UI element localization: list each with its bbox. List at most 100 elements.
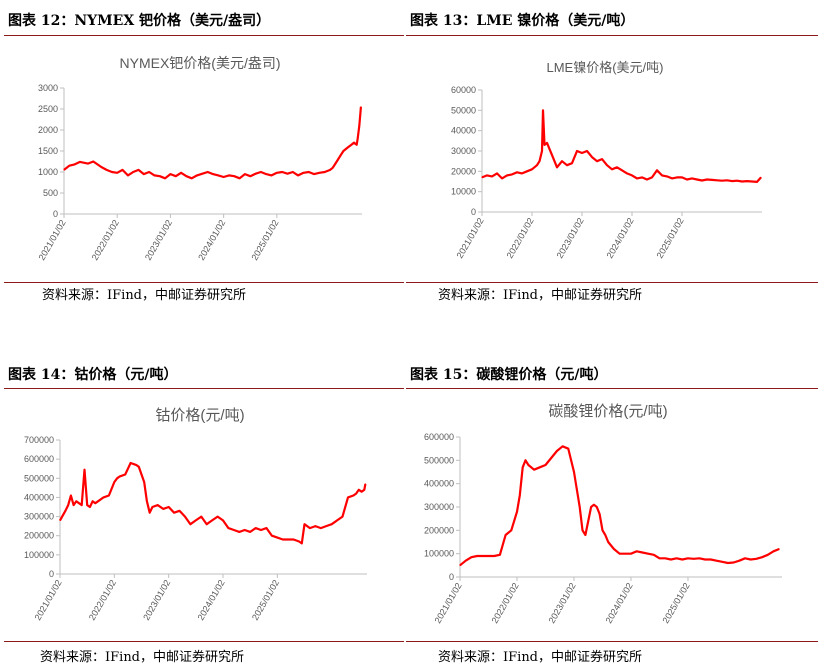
data-point — [119, 475, 121, 477]
data-point — [687, 557, 689, 559]
data-point — [641, 551, 643, 554]
data-point — [761, 556, 763, 558]
data-point — [542, 109, 544, 111]
data-point — [621, 169, 623, 171]
y-tick-label: 300000 — [24, 512, 54, 522]
y-tick-label: 1500 — [38, 146, 58, 156]
y-tick-label: 40000 — [451, 126, 476, 136]
source-rule — [406, 282, 818, 283]
data-point — [573, 471, 575, 473]
data-point — [309, 527, 311, 529]
data-point — [87, 163, 89, 165]
y-tick-label: 500000 — [24, 473, 54, 483]
heading-rule — [406, 35, 818, 36]
y-tick-label: 0 — [449, 572, 454, 582]
data-point — [75, 500, 77, 502]
data-point — [138, 466, 140, 468]
data-point — [675, 557, 678, 559]
data-point — [516, 171, 518, 173]
data-point — [539, 466, 541, 468]
data-point — [130, 462, 132, 464]
data-point — [108, 494, 110, 497]
data-point — [731, 180, 733, 182]
data-point — [360, 491, 363, 493]
y-tick-label: 0 — [53, 209, 58, 219]
data-point — [465, 560, 467, 562]
data-point — [611, 168, 613, 170]
y-tick-label: 1000 — [38, 167, 58, 177]
data-point — [527, 464, 529, 466]
x-tick-label: 2021/01/02 — [455, 216, 486, 260]
data-point — [522, 466, 524, 468]
panel-heading: 图表 13：LME 镍价格（美元/吨） — [410, 13, 635, 29]
data-point — [653, 554, 655, 556]
data-point — [579, 506, 581, 508]
data-point — [303, 523, 306, 525]
panel-heading: 图表 14：钴价格（元/吨） — [8, 367, 178, 383]
data-point — [767, 554, 769, 556]
data-point — [255, 527, 257, 529]
data-point — [342, 150, 344, 152]
source-rule — [4, 282, 404, 283]
data-point — [618, 553, 621, 555]
x-tick-label: 2024/01/02 — [604, 581, 635, 625]
data-point — [641, 176, 643, 179]
data-point — [630, 553, 632, 555]
chart-nickel: LME镍价格(美元/吨) 0 10000 20000 30000 40000 50000 60… — [451, 60, 762, 260]
data-point — [244, 173, 246, 175]
y-tick-label: 200000 — [24, 531, 54, 541]
data-point — [102, 496, 105, 499]
x-tick-label: 2021/01/02 — [37, 218, 68, 262]
data-point — [151, 506, 153, 508]
data-point — [353, 142, 355, 144]
data-point — [260, 529, 262, 531]
data-point — [567, 448, 569, 450]
heading-rule — [4, 35, 404, 36]
data-point — [137, 169, 140, 171]
data-point — [173, 512, 175, 514]
data-point — [491, 175, 493, 178]
data-point — [83, 469, 86, 471]
y-tick-label: 60000 — [451, 85, 476, 95]
data-point — [636, 550, 638, 552]
data-point — [207, 171, 209, 173]
data-point — [97, 500, 99, 502]
data-point — [606, 164, 608, 166]
data-point — [113, 481, 115, 483]
data-point — [531, 168, 533, 170]
data-point — [516, 511, 518, 513]
data-point — [223, 176, 225, 178]
data-point — [704, 558, 706, 561]
data-point — [347, 496, 349, 499]
data-point — [336, 519, 338, 521]
data-point — [584, 534, 586, 536]
data-point — [217, 174, 219, 176]
data-point — [86, 504, 88, 506]
data-point — [681, 176, 683, 179]
data-point — [297, 174, 299, 176]
data-point — [715, 560, 718, 562]
source-note: 资料来源：IFind，中邮证券研究所 — [42, 288, 247, 303]
data-point — [521, 172, 523, 174]
data-point — [356, 144, 358, 146]
data-point — [293, 538, 295, 541]
x-tick-label: 2025/01/02 — [661, 581, 692, 625]
data-point — [175, 175, 177, 177]
data-point — [626, 172, 628, 174]
data-point — [526, 170, 528, 172]
x-tick-label: 2022/01/02 — [87, 578, 118, 622]
data-point — [550, 457, 552, 459]
data-point — [298, 540, 300, 543]
series-line — [63, 106, 362, 180]
data-point — [308, 171, 310, 173]
data-point — [254, 173, 257, 175]
heading-rule — [406, 388, 818, 389]
data-point — [631, 174, 633, 176]
x-tick-label: 2022/01/02 — [90, 218, 121, 262]
data-point — [111, 171, 113, 173]
y-tick-label: 100000 — [424, 549, 454, 559]
y-tick-label: 600000 — [424, 432, 454, 442]
chart-title: 钴价格(元/吨) — [155, 407, 244, 424]
data-point — [360, 106, 362, 108]
y-tick-label: 400000 — [424, 479, 454, 489]
